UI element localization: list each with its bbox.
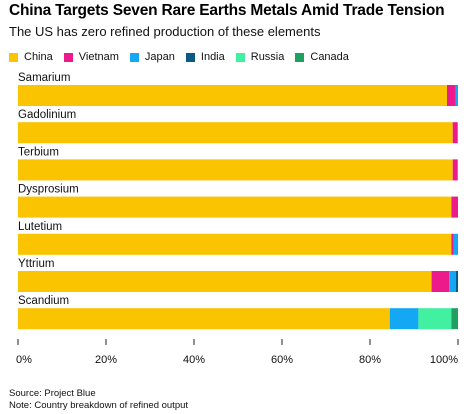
legend-swatch [129,52,139,62]
legend-item-japan: Japan [129,51,175,63]
legend-label: Japan [144,51,175,63]
category-label-terbium: Terbium [18,146,59,158]
bar-segment-yttrium-china [18,271,432,292]
bar-segment-samarium-china [18,85,447,106]
category-label-lutetium: Lutetium [18,221,62,233]
legend: China Vietnam Japan India Russia Canada [9,51,360,63]
legend-label: China [24,51,53,63]
footnote: Note: Country breakdown of refined outpu… [9,400,189,411]
bar-segment-yttrium-japan [449,271,456,292]
legend-swatch [63,52,73,62]
x-tick-label: 80% [359,354,381,366]
legend-item-canada: Canada [295,51,349,63]
bar-segment-yttrium-india [455,271,458,292]
legend-label: Russia [250,51,285,63]
x-tick-label: 40% [183,354,205,366]
legend-swatch [9,52,18,62]
bar-segment-scandium-china [18,308,390,330]
bar-segment-lutetium-japan [453,233,458,255]
bar-segment-lutetium-vietnam [451,233,454,255]
x-tick-label: 60% [271,354,293,366]
bar-segment-scandium-canada [451,308,458,330]
bar-segment-samarium-vietnam [447,85,456,106]
category-label-dysprosium: Dysprosium [18,184,79,196]
legend-swatch [185,52,195,62]
bar-segment-terbium-vietnam [452,159,458,181]
bar-segment-scandium-japan [389,308,419,330]
legend-item-india: India [185,51,225,63]
legend-label: Canada [310,51,349,63]
bar-segment-yttrium-vietnam [431,271,450,292]
bar-segment-dysprosium-china [18,196,452,218]
legend-item-russia: Russia [235,51,285,63]
bar-segment-terbium-japan [457,159,458,181]
bar-segment-gadolinium-japan [457,122,458,144]
chart-title: China Targets Seven Rare Earths Metals A… [9,2,445,19]
legend-label: India [200,51,225,63]
bar-segment-samarium-japan [455,85,458,106]
x-tick-label: 0% [16,354,32,366]
category-label-scandium: Scandium [18,295,69,307]
bar-segment-gadolinium-vietnam [452,122,458,144]
category-label-samarium: Samarium [18,72,70,84]
bar-segment-dysprosium-vietnam [451,196,458,218]
chart-subtitle: The US has zero refined production of th… [9,24,321,39]
bar-segment-scandium-russia [418,308,452,330]
bar-segment-lutetium-china [18,233,452,255]
x-tick-label: 100% [430,354,458,366]
legend-label: Vietnam [78,51,119,63]
source-note: Source: Project Blue [9,388,96,399]
legend-swatch [235,52,245,62]
legend-swatch [295,52,305,62]
x-tick-label: 20% [95,354,117,366]
bar-segment-terbium-china [18,159,453,181]
category-label-yttrium: Yttrium [18,258,54,270]
legend-item-vietnam: Vietnam [63,51,119,63]
category-label-gadolinium: Gadolinium [18,109,76,121]
legend-item-china: China [9,51,53,63]
bar-segment-gadolinium-china [18,122,453,144]
